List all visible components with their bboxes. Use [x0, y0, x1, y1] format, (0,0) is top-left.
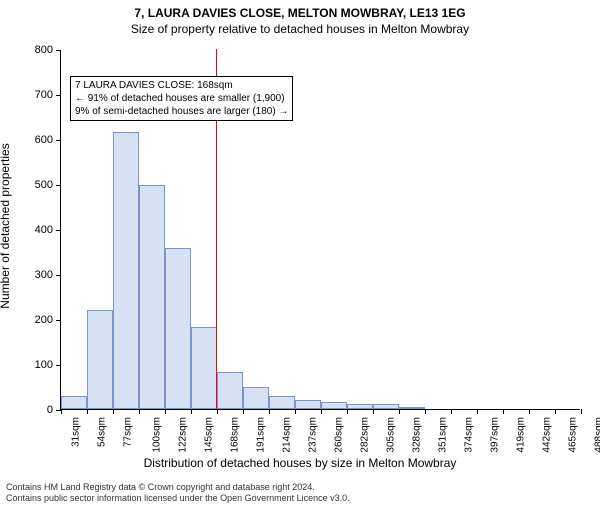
- x-tick-label: 419sqm: [515, 417, 526, 453]
- histogram-bar: [61, 396, 87, 410]
- footer-line-1: Contains HM Land Registry data © Crown c…: [6, 482, 350, 493]
- x-tick-label: 374sqm: [463, 417, 474, 453]
- x-tick: [555, 409, 556, 414]
- y-tick-label: 100: [35, 359, 53, 371]
- x-tick-label: 328sqm: [411, 417, 422, 453]
- y-tick-label: 200: [35, 314, 53, 326]
- y-tick-label: 500: [35, 179, 53, 191]
- x-tick: [503, 409, 504, 414]
- histogram-bar: [139, 185, 165, 409]
- x-tick: [113, 409, 114, 414]
- y-tick-label: 300: [35, 269, 53, 281]
- x-tick-label: 100sqm: [151, 417, 162, 453]
- x-tick: [217, 409, 218, 414]
- x-tick: [425, 409, 426, 414]
- x-tick: [295, 409, 296, 414]
- x-tick-label: 77sqm: [123, 417, 134, 447]
- histogram-bar: [87, 310, 113, 409]
- annotation-line-3: 9% of semi-detached houses are larger (1…: [75, 105, 288, 118]
- x-tick: [87, 409, 88, 414]
- x-tick: [243, 409, 244, 414]
- x-tick-label: 54sqm: [97, 417, 108, 447]
- x-tick-label: 145sqm: [203, 417, 214, 453]
- histogram-bar: [399, 407, 425, 409]
- histogram-bar: [269, 396, 295, 409]
- y-axis-label: Number of detached properties: [0, 143, 12, 308]
- annotation-line-2: ← 91% of detached houses are smaller (1,…: [75, 92, 288, 105]
- footer-line-2: Contains public sector information licen…: [6, 493, 350, 504]
- histogram-bar: [347, 404, 373, 409]
- x-tick-label: 282sqm: [359, 417, 370, 453]
- x-tick: [373, 409, 374, 414]
- histogram-bar: [217, 372, 243, 409]
- x-tick-label: 260sqm: [333, 417, 344, 453]
- histogram-bar: [321, 402, 347, 409]
- x-tick-label: 237sqm: [307, 417, 318, 453]
- x-tick-label: 442sqm: [541, 417, 552, 453]
- x-tick-label: 122sqm: [177, 417, 188, 453]
- histogram-bar: [243, 387, 269, 409]
- histogram-bar: [191, 327, 217, 409]
- page-subtitle: Size of property relative to detached ho…: [0, 22, 600, 36]
- x-tick-label: 168sqm: [229, 417, 240, 453]
- x-tick: [477, 409, 478, 414]
- x-tick-label: 488sqm: [593, 417, 600, 453]
- x-tick-label: 397sqm: [489, 417, 500, 453]
- x-tick: [61, 409, 62, 414]
- x-tick: [269, 409, 270, 414]
- y-tick-label: 0: [47, 404, 53, 416]
- x-tick-label: 214sqm: [281, 417, 292, 453]
- x-axis-label: Distribution of detached houses by size …: [0, 456, 600, 470]
- x-tick-label: 351sqm: [437, 417, 448, 453]
- x-tick: [581, 409, 582, 414]
- histogram-bar: [165, 248, 191, 409]
- annotation-line-1: 7 LAURA DAVIES CLOSE: 168sqm: [75, 79, 288, 92]
- x-tick: [451, 409, 452, 414]
- histogram-bar: [113, 132, 139, 409]
- y-tick-label: 400: [35, 224, 53, 236]
- x-tick-label: 191sqm: [255, 417, 266, 453]
- x-tick: [139, 409, 140, 414]
- y-tick-label: 700: [35, 89, 53, 101]
- chart-area: 010020030040050060070080031sqm54sqm77sqm…: [60, 50, 580, 410]
- histogram-bar: [295, 400, 321, 409]
- x-tick: [399, 409, 400, 414]
- page-title: 7, LAURA DAVIES CLOSE, MELTON MOWBRAY, L…: [0, 6, 600, 20]
- x-tick: [347, 409, 348, 414]
- y-tick-label: 800: [35, 44, 53, 56]
- annotation-box: 7 LAURA DAVIES CLOSE: 168sqm ← 91% of de…: [70, 76, 293, 121]
- footer-attribution: Contains HM Land Registry data © Crown c…: [6, 482, 350, 504]
- histogram-bar: [373, 404, 399, 409]
- x-tick: [165, 409, 166, 414]
- x-tick: [191, 409, 192, 414]
- x-tick: [529, 409, 530, 414]
- x-tick-label: 305sqm: [385, 417, 396, 453]
- y-tick-label: 600: [35, 134, 53, 146]
- x-tick: [321, 409, 322, 414]
- x-tick-label: 465sqm: [567, 417, 578, 453]
- x-tick-label: 31sqm: [71, 417, 82, 447]
